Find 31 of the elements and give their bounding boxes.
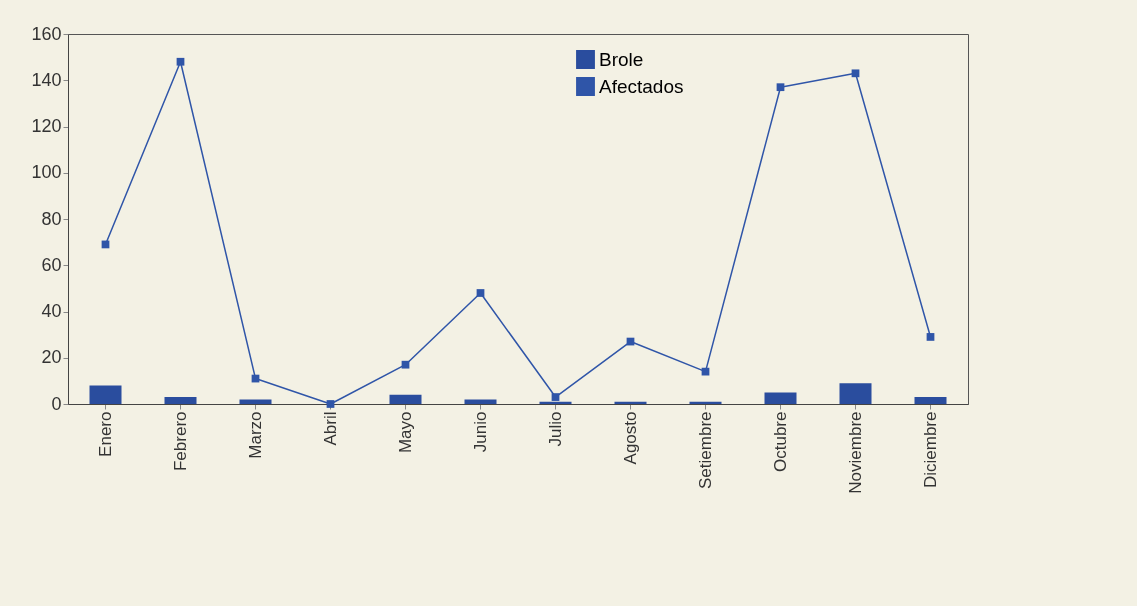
- y-tick-label: 120: [31, 116, 62, 136]
- y-tick-label: 20: [41, 347, 62, 368]
- x-tick-label: Junio: [470, 411, 490, 453]
- x-tick-label: Febrero: [170, 411, 190, 472]
- y-tick-label: 80: [41, 208, 62, 229]
- x-tick-label: Abril: [320, 411, 340, 446]
- point: [551, 393, 560, 401]
- x-tick-label: Noviembre: [845, 411, 865, 494]
- x-tick-label: Julio: [545, 411, 565, 447]
- point: [926, 333, 935, 341]
- x-tick-label: Marzo: [245, 411, 265, 459]
- point: [176, 57, 185, 66]
- x-tick-label: Mayo: [395, 411, 415, 454]
- y-tick-label: 0: [51, 393, 62, 414]
- point: [776, 83, 785, 92]
- y-tick-label: 40: [41, 301, 62, 321]
- y-tick-label: 140: [31, 69, 62, 90]
- x-tick-label: Octubre: [770, 411, 790, 472]
- point: [326, 400, 335, 408]
- x-tick-label: Enero: [95, 411, 115, 457]
- point: [401, 360, 410, 369]
- x-tick-label: Diciembre: [920, 411, 940, 489]
- x-tick-label: Agosto: [620, 411, 640, 465]
- legend-label: Brole: [599, 48, 644, 70]
- y-tick-label: 60: [41, 254, 62, 275]
- x-tick-label: Setiembre: [695, 411, 715, 489]
- y-tick-label: 160: [31, 23, 62, 44]
- point: [851, 69, 860, 78]
- y-tick-label: 100: [31, 162, 62, 183]
- legend-label: Afectados: [599, 75, 684, 97]
- point: [476, 289, 485, 297]
